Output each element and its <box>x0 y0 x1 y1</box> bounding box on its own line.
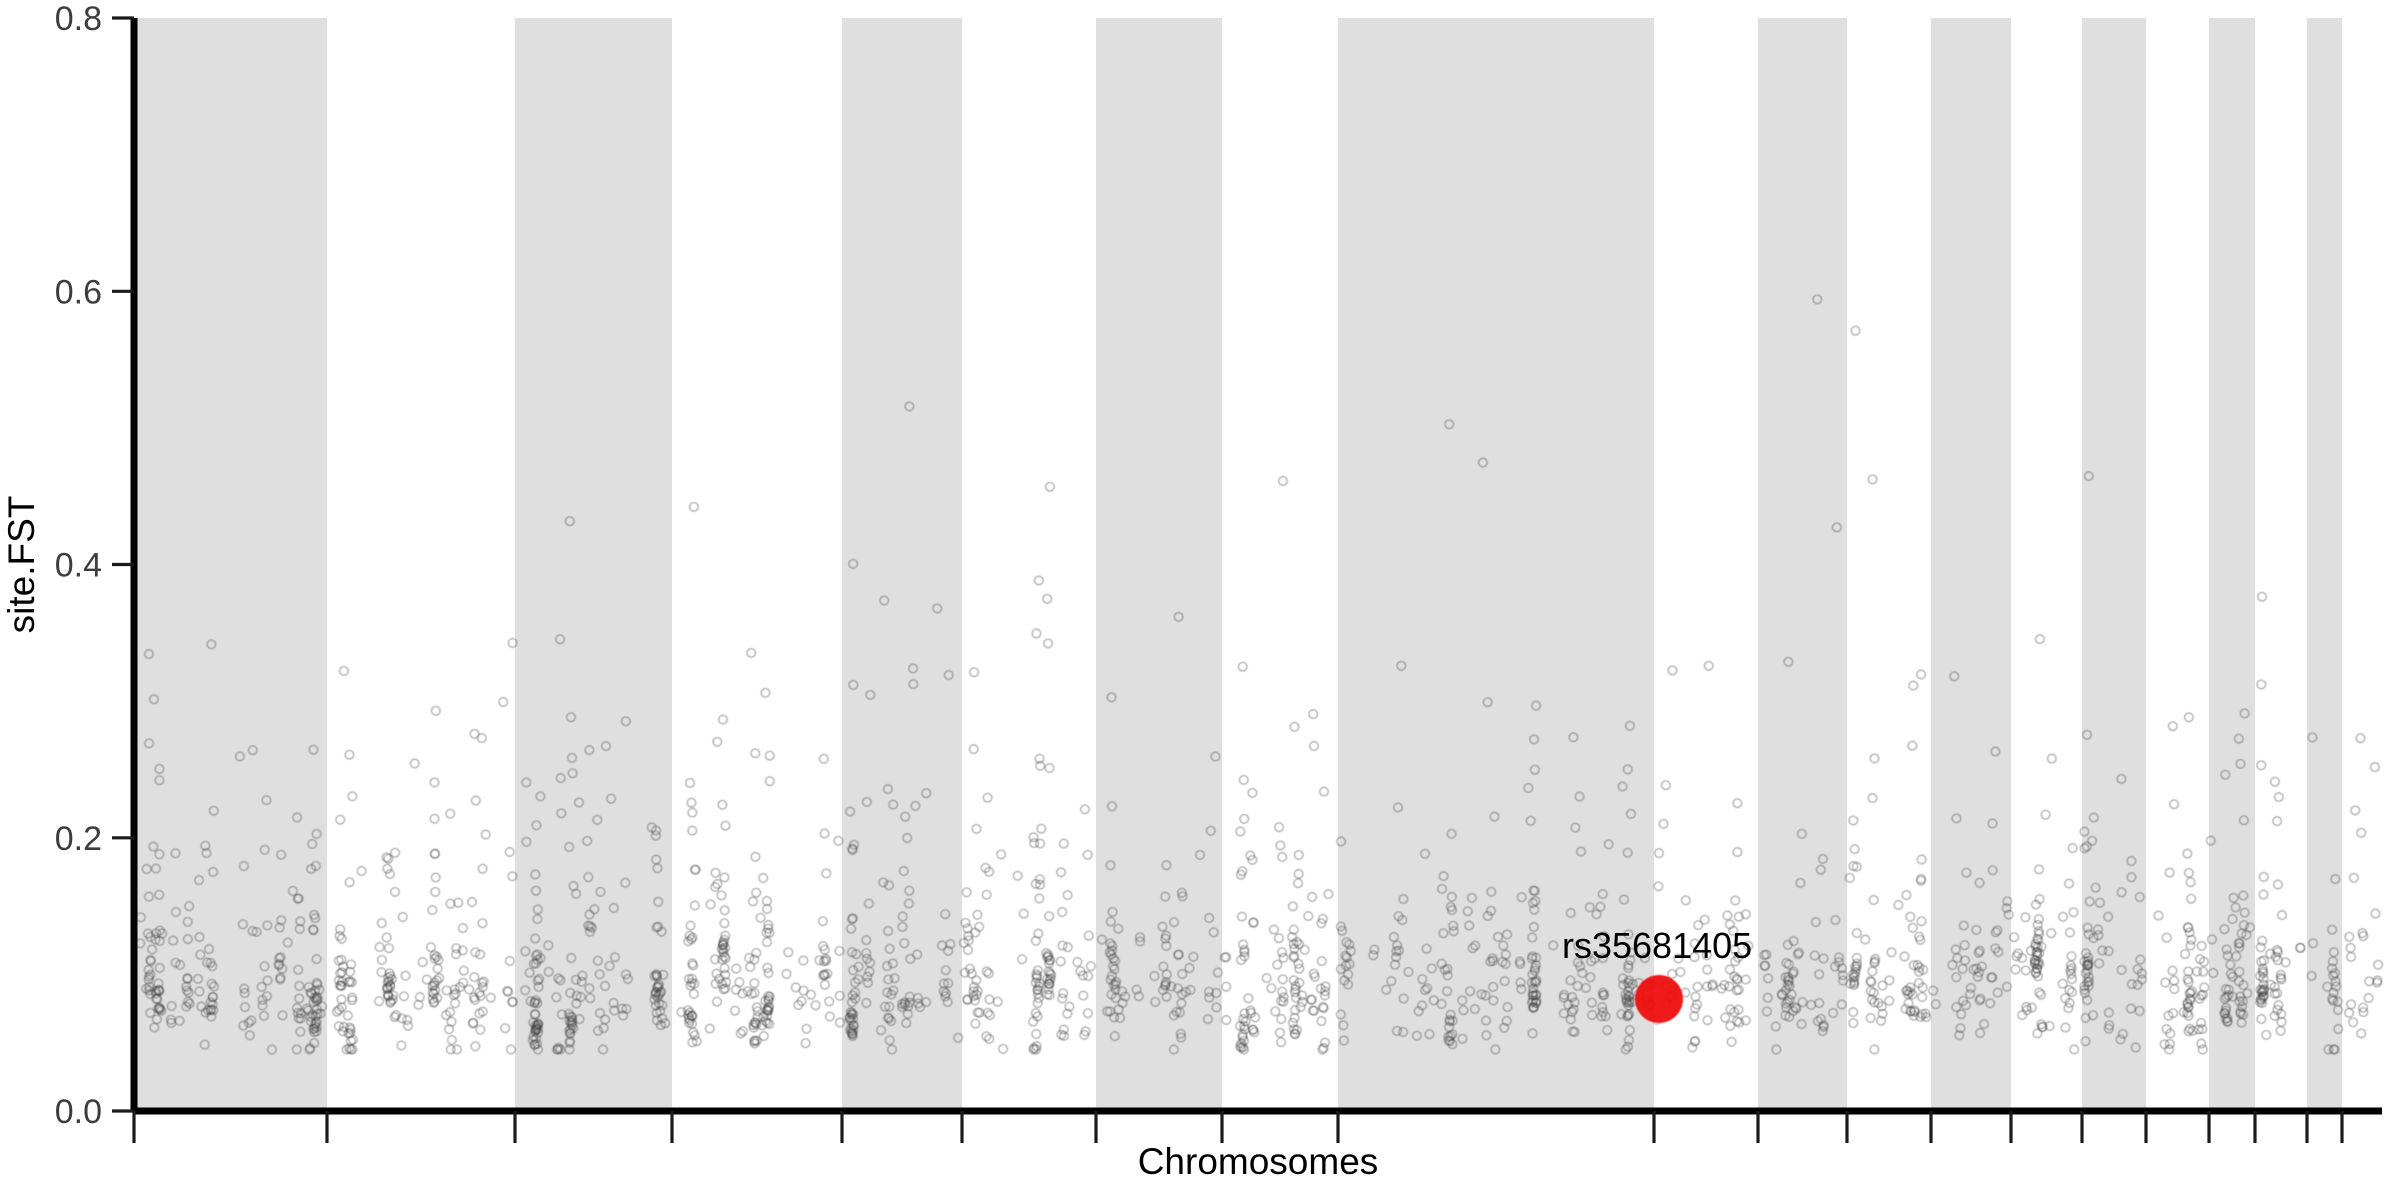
svg-text:0.4: 0.4 <box>55 547 102 585</box>
svg-text:site.FST: site.FST <box>1 496 42 634</box>
svg-text:0.2: 0.2 <box>55 820 102 858</box>
svg-text:0.0: 0.0 <box>55 1093 102 1131</box>
svg-text:0.6: 0.6 <box>55 273 102 311</box>
svg-text:0.8: 0.8 <box>55 0 102 38</box>
svg-text:Chromosomes: Chromosomes <box>1138 1141 1379 1182</box>
svg-text:rs35681405: rs35681405 <box>1562 925 1752 966</box>
